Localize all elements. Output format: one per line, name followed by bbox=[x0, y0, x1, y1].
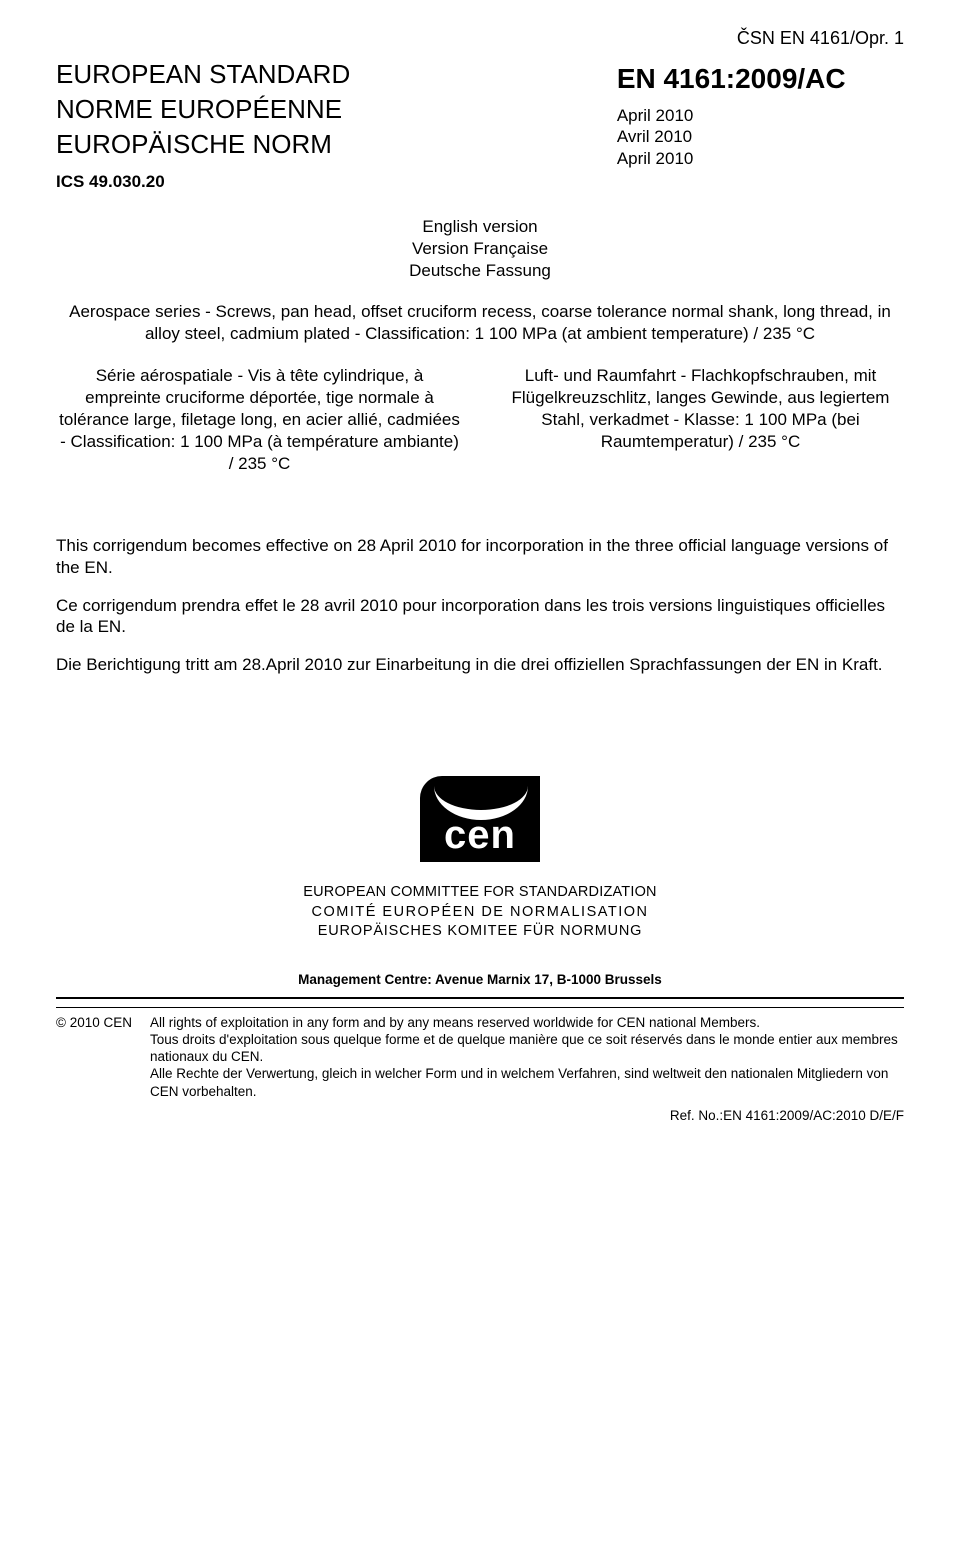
header-right: EN 4161:2009/AC April 2010 Avril 2010 Ap… bbox=[565, 57, 904, 169]
version-de: Deutsche Fassung bbox=[56, 260, 904, 282]
rights-en: All rights of exploitation in any form a… bbox=[150, 1014, 904, 1031]
committee-en: EUROPEAN COMMITTEE FOR STANDARDIZATION bbox=[56, 883, 904, 903]
logo-block: cen bbox=[56, 776, 904, 865]
top-document-ref: ČSN EN 4161/Opr. 1 bbox=[56, 28, 904, 49]
main-title-de: Luft- und Raumfahrt - Flachkopfschrauben… bbox=[497, 365, 904, 475]
std-title-en: EUROPEAN STANDARD bbox=[56, 57, 531, 92]
copyright-label: © 2010 CEN bbox=[56, 1014, 132, 1100]
effective-para-en: This corrigendum becomes effective on 28… bbox=[56, 535, 904, 579]
rights-de: Alle Rechte der Verwertung, gleich in we… bbox=[150, 1065, 904, 1100]
date-fr: Avril 2010 bbox=[617, 126, 904, 147]
committee-fr: COMITÉ EUROPÉEN DE NORMALISATION bbox=[56, 903, 904, 923]
version-block: English version Version Française Deutsc… bbox=[56, 216, 904, 282]
cen-logo-icon: cen bbox=[420, 776, 540, 862]
header-row: EUROPEAN STANDARD NORME EUROPÉENNE EUROP… bbox=[56, 57, 904, 192]
reference-number: Ref. No.:EN 4161:2009/AC:2010 D/E/F bbox=[56, 1108, 904, 1123]
committee-block: EUROPEAN COMMITTEE FOR STANDARDIZATION C… bbox=[56, 883, 904, 942]
effective-para-de: Die Berichtigung tritt am 28.April 2010 … bbox=[56, 654, 904, 676]
effective-para-fr: Ce corrigendum prendra effet le 28 avril… bbox=[56, 595, 904, 639]
rights-text-block: All rights of exploitation in any form a… bbox=[150, 1014, 904, 1100]
rights-row: © 2010 CEN All rights of exploitation in… bbox=[56, 1014, 904, 1100]
main-title-en: Aerospace series - Screws, pan head, off… bbox=[56, 301, 904, 345]
divider-thin-upper bbox=[56, 1007, 904, 1008]
two-column-titles: Série aérospatiale - Vis à tête cylindri… bbox=[56, 365, 904, 475]
std-title-de: EUROPÄISCHE NORM bbox=[56, 127, 531, 162]
management-centre: Management Centre: Avenue Marnix 17, B-1… bbox=[56, 972, 904, 987]
ics-code: ICS 49.030.20 bbox=[56, 172, 531, 192]
main-title-fr: Série aérospatiale - Vis à tête cylindri… bbox=[56, 365, 463, 475]
divider-thick-upper bbox=[56, 997, 904, 999]
cen-logo-text: cen bbox=[420, 813, 540, 858]
rights-fr: Tous droits d'exploitation sous quelque … bbox=[150, 1031, 904, 1066]
date-de: April 2010 bbox=[617, 148, 904, 169]
version-en: English version bbox=[56, 216, 904, 238]
date-en: April 2010 bbox=[617, 105, 904, 126]
header-left: EUROPEAN STANDARD NORME EUROPÉENNE EUROP… bbox=[56, 57, 531, 192]
std-title-fr: NORME EUROPÉENNE bbox=[56, 92, 531, 127]
version-fr: Version Française bbox=[56, 238, 904, 260]
committee-de: EUROPÄISCHES KOMITEE FÜR NORMUNG bbox=[56, 922, 904, 942]
document-id: EN 4161:2009/AC bbox=[617, 63, 904, 95]
